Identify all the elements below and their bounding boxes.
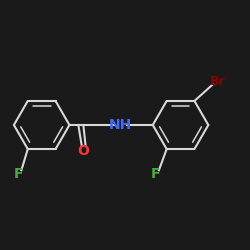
Text: F: F [13, 166, 23, 180]
Text: O: O [78, 144, 89, 158]
Text: F: F [151, 166, 160, 180]
Text: Br: Br [210, 76, 226, 88]
Text: NH: NH [109, 118, 132, 132]
